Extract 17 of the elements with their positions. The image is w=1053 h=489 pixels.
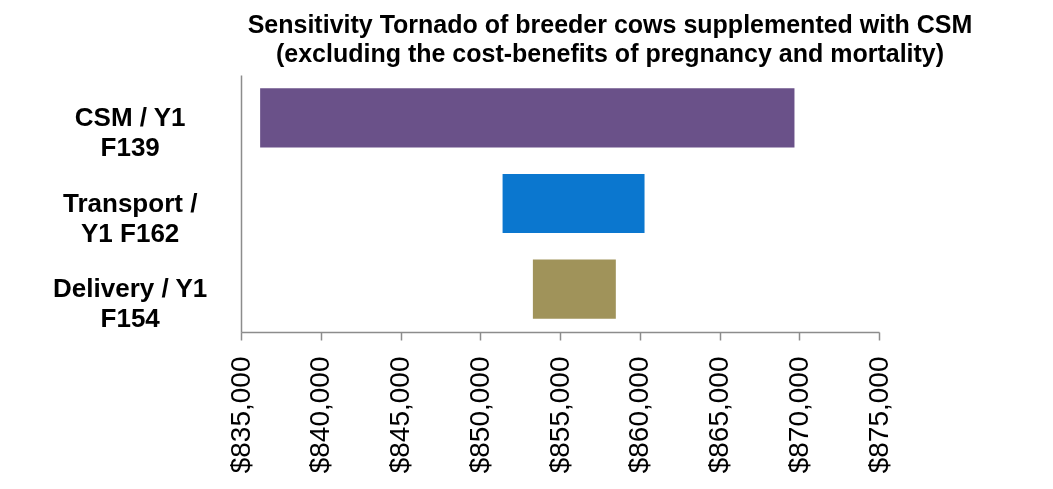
x-tick-label: $855,000: [543, 356, 575, 474]
x-tick-label: $850,000: [463, 356, 495, 474]
bar: [260, 88, 795, 148]
y-tick-label: Transport / Y1 F162: [62, 187, 198, 248]
bar: [532, 259, 616, 319]
x-tick-label: $865,000: [703, 356, 734, 474]
x-tick-label: $870,000: [782, 356, 814, 474]
x-tick-label: $860,000: [623, 356, 655, 474]
bar: [502, 173, 645, 234]
y-tick-label: Delivery / Y1 F154: [53, 273, 208, 334]
x-tick-label: $835,000: [224, 356, 256, 474]
y-tick-label: CSM / Y1 F139: [74, 101, 186, 162]
x-tick-label: $845,000: [384, 356, 415, 474]
x-tick-label: $840,000: [304, 356, 336, 474]
chart-subtitle: (excluding the cost-benefits of pregnancy and mortality): [275, 39, 945, 67]
chart-title: Sensitivity Tornado of breeder cows supplemented with CSM: [247, 10, 973, 38]
x-tick-label: $875,000: [862, 356, 894, 474]
